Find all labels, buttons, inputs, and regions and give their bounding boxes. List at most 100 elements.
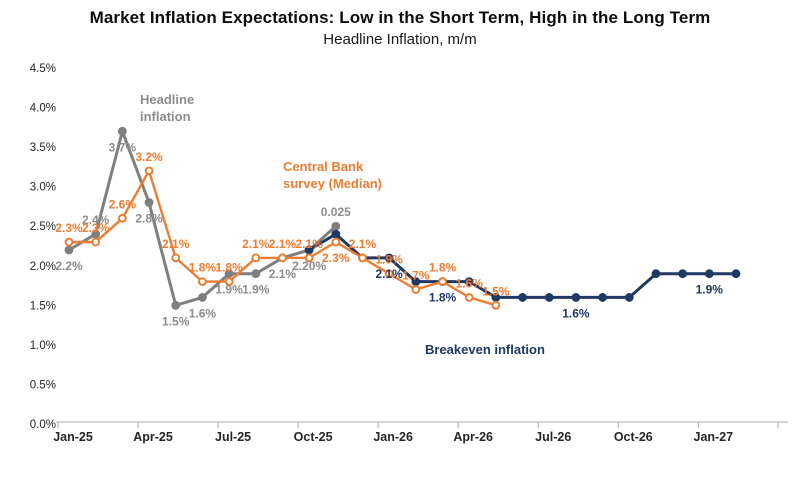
data-point-marker (251, 253, 261, 263)
data-point-label: 2.3% (322, 251, 350, 265)
data-point-marker (64, 245, 74, 255)
data-point-marker (64, 237, 74, 247)
labels-headline-inflation: 2.2%2.4%3.7%2.8%1.5%1.6%1.9% 1.9%2.1%2.20… (55, 140, 351, 328)
data-point-label: 2.1% (269, 267, 297, 281)
data-point-label: 1.8% (215, 261, 243, 275)
data-point-marker (304, 253, 314, 263)
data-point-marker (491, 293, 501, 302)
series-annotation-text: Breakeven inflation (425, 342, 545, 357)
series-annotation-text: inflation (140, 109, 191, 124)
data-point-marker (144, 166, 154, 176)
data-point-label: 2.1% (162, 237, 190, 251)
data-point-label: 1.8% (429, 261, 457, 275)
data-point-marker (224, 277, 234, 287)
labels-central-bank-survey-median-: 2.3% 2.3%2.6%3.2%2.1%1.8% 1.8%2.1% 2.1% 2.1%… (55, 150, 510, 298)
data-point-label: 1.5% (482, 284, 510, 298)
y-tick-label: 0.5% (30, 379, 56, 391)
chart-subtitle: Headline Inflation, m/m (323, 31, 477, 48)
data-point-label: 1.8% (189, 261, 217, 275)
y-tick-label: 0.0% (30, 419, 56, 431)
data-point-marker (704, 269, 714, 279)
x-tick-label: Apr-25 (133, 430, 173, 444)
data-point-marker (331, 229, 341, 239)
x-axis: Jan-25 Apr-25 Jul-25 Oct-25 Jan-26 Apr-26 Jul-… (53, 421, 788, 444)
data-point-label: 1.6% (189, 306, 217, 320)
data-point-label: 1.6% (456, 276, 484, 290)
y-tick-label: 4.5% (30, 63, 56, 75)
y-tick-label: 4.0% (30, 103, 56, 115)
x-tick-label: Apr-26 (453, 430, 493, 444)
series-annotation-text: Central Bank (283, 159, 364, 174)
data-point-marker (411, 277, 421, 287)
data-point-marker (491, 300, 501, 310)
data-point-marker (518, 293, 527, 302)
data-point-label: 2.1% (269, 237, 297, 251)
data-point-label: 1.7% (402, 269, 430, 283)
data-point-marker (278, 253, 287, 263)
data-point-marker (198, 277, 207, 287)
data-point-marker (598, 293, 607, 302)
series-central-bank-survey-median- (64, 166, 501, 310)
data-point-marker (384, 253, 394, 263)
data-point-marker (224, 269, 234, 279)
data-point-marker (544, 293, 554, 302)
y-axis: 4.5% 4.0% 3.5% 3.0% 2.5% 2.0% 1.5% 1.0% 0.5% 0.0% (30, 63, 56, 431)
x-tick-label: Jul-25 (215, 430, 251, 444)
series-annotation-text: survey (Median) (283, 176, 382, 191)
x-tick-label: Jul-26 (535, 430, 571, 444)
x-tick-label: Oct-26 (614, 430, 653, 444)
data-point-label: 2.2% (55, 259, 83, 273)
y-tick-label: 1.0% (30, 340, 56, 352)
data-point-marker (678, 269, 688, 279)
chart-title: Market Inflation Expectations: Low in th… (89, 8, 711, 27)
data-point-marker (91, 229, 101, 239)
data-point-marker (624, 293, 634, 302)
data-point-label: 2.6% (109, 197, 137, 211)
data-point-label: 0.025 (321, 205, 351, 219)
data-point-label: 2.1% (375, 267, 403, 281)
data-point-label: 2.8% (135, 211, 163, 225)
data-point-marker (358, 253, 367, 263)
data-point-label: 1.9% (215, 283, 243, 297)
data-point-marker (411, 285, 421, 294)
data-point-marker (731, 269, 741, 279)
data-point-marker (304, 245, 314, 255)
data-point-label: 1.9% (375, 253, 403, 267)
data-point-label: 2.3% (55, 221, 83, 235)
data-point-label: 1.8% (429, 291, 457, 305)
data-point-marker (438, 277, 447, 287)
series-annotation-text: Headline (140, 92, 194, 107)
series-annotations: Headline inflation Central Bank survey (Med… (140, 92, 545, 357)
data-point-label: 1.9% (696, 283, 724, 297)
data-point-marker (171, 300, 181, 310)
data-point-marker (171, 253, 181, 263)
x-tick-label: Jan-25 (53, 430, 93, 444)
data-point-marker (651, 269, 661, 279)
data-point-marker (384, 269, 394, 279)
data-point-marker (331, 221, 341, 231)
data-point-marker (331, 237, 341, 247)
data-point-marker (117, 126, 127, 136)
x-tick-label: Jan-27 (694, 430, 734, 444)
data-point-label: 2.4% (82, 213, 110, 227)
data-point-marker (117, 213, 127, 223)
x-tick-label: Jan-26 (373, 430, 413, 444)
data-point-label: 3.7% (109, 140, 137, 154)
data-point-marker (464, 293, 474, 302)
labels-breakeven-inflation: 2.1%1.8%1.6%1.9% (375, 267, 723, 321)
data-point-label: 2.3% (82, 221, 110, 235)
data-point-label: 3.2% (135, 150, 163, 164)
data-point-label: 2.1% (242, 237, 270, 251)
data-point-marker (198, 293, 207, 302)
y-tick-label: 2.0% (30, 261, 56, 273)
data-point-label: 1.6% (562, 306, 590, 320)
data-point-marker (91, 237, 101, 247)
y-tick-label: 3.0% (30, 182, 56, 194)
data-point-marker (251, 269, 261, 279)
data-point-marker (144, 198, 154, 207)
y-tick-label: 3.5% (30, 142, 56, 154)
data-point-label: 2.20% (292, 259, 326, 273)
data-point-label: 2.1% (349, 237, 377, 251)
